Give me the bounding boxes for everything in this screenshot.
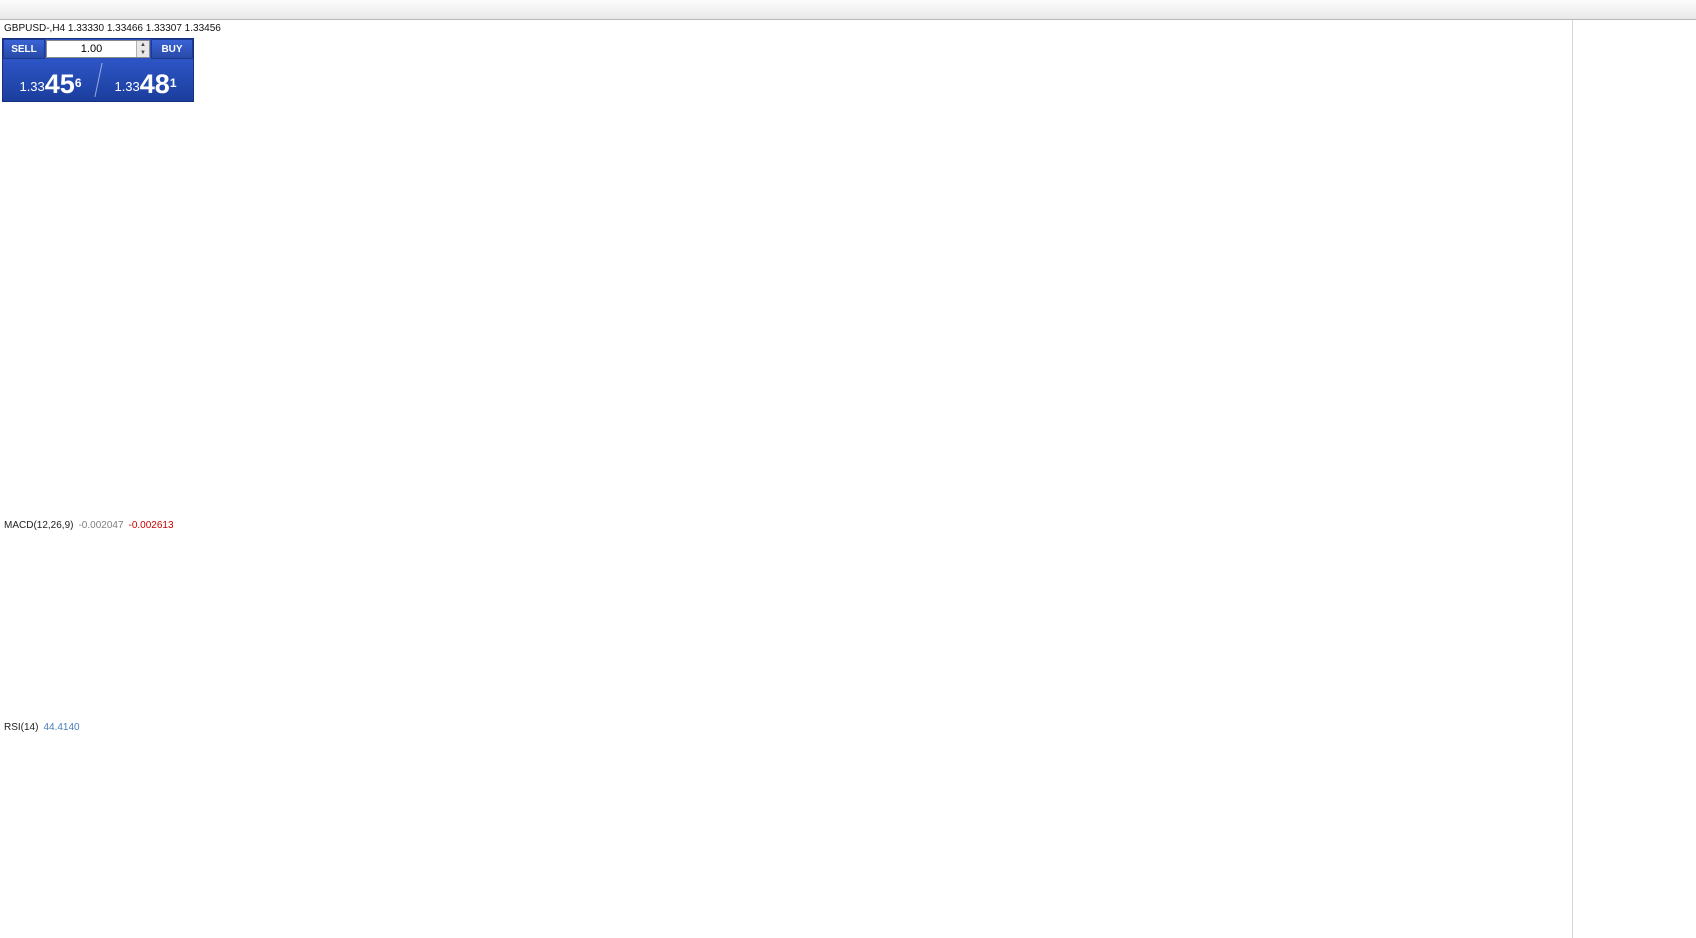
- buy-price: 1.33 48 1: [114, 69, 177, 100]
- volume-up-button[interactable]: ▲: [140, 42, 146, 48]
- chart-canvas: [0, 20, 1572, 938]
- volume-input[interactable]: [47, 41, 136, 57]
- volume-field: ▲ ▼: [46, 40, 150, 58]
- chart-window: GBPUSD-,H4 1.33330 1.33466 1.33307 1.334…: [0, 20, 1572, 938]
- volume-down-button[interactable]: ▼: [140, 50, 146, 56]
- buy-button[interactable]: BUY: [151, 39, 193, 59]
- sell-price: 1.33 45 6: [19, 69, 82, 100]
- window-empty-area: [1572, 20, 1696, 938]
- volume-spinner: ▲ ▼: [136, 41, 149, 57]
- toolbar: [0, 0, 1696, 20]
- rsi-indicator-label: RSI(14) 44.4140: [4, 722, 80, 733]
- sell-button[interactable]: SELL: [3, 39, 45, 59]
- macd-indicator-label: MACD(12,26,9) -0.002047 -0.002613: [4, 520, 174, 531]
- bid-ask-display[interactable]: 1.33 45 6 1.33 48 1: [3, 59, 193, 101]
- chart-ohlc-header: GBPUSD-,H4 1.33330 1.33466 1.33307 1.334…: [4, 23, 221, 34]
